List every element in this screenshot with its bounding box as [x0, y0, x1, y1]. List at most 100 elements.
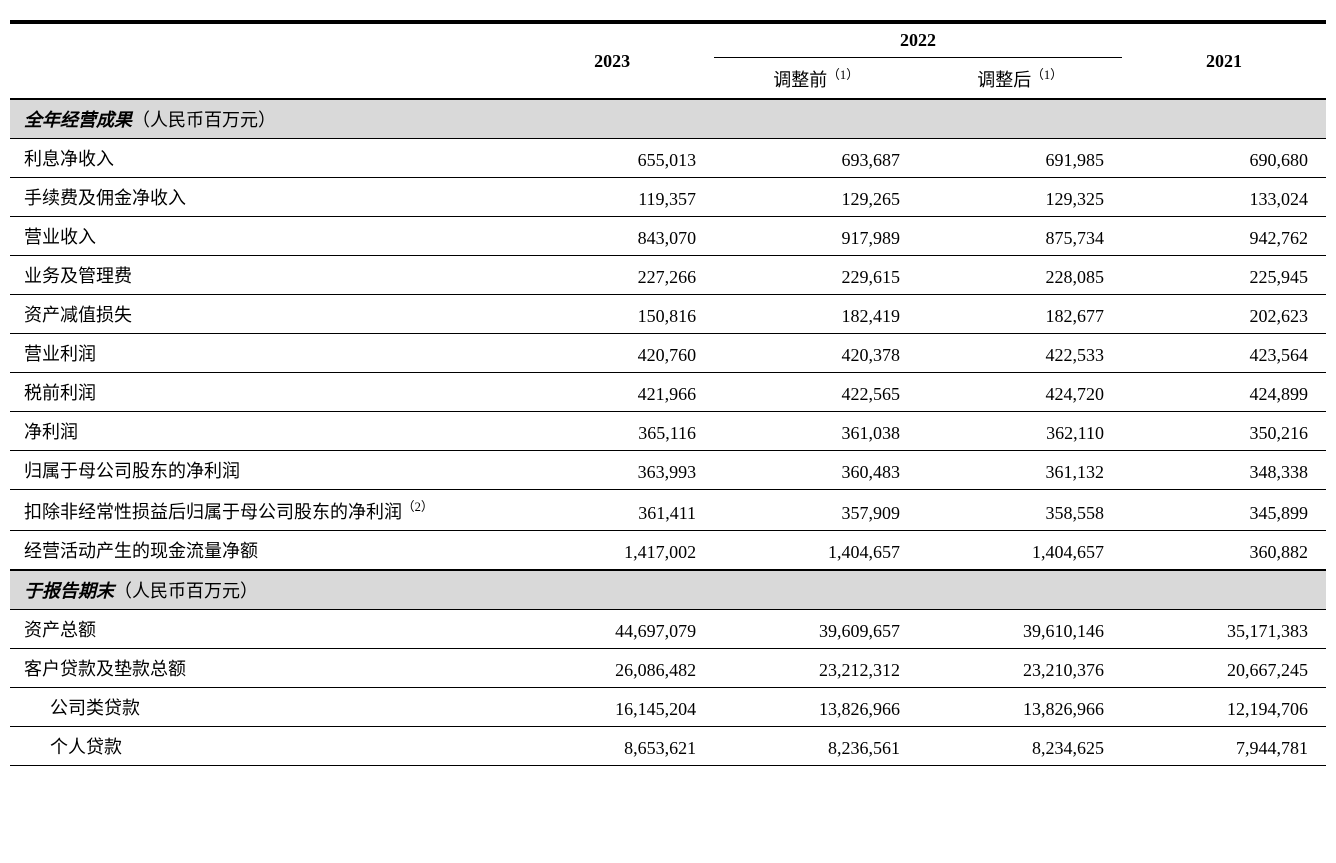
cell-value: 420,760 [510, 334, 714, 373]
header-blank [10, 23, 510, 58]
cell-value: 13,826,966 [918, 688, 1122, 727]
cell-value: 8,653,621 [510, 727, 714, 766]
row-label: 净利润 [10, 412, 510, 451]
cell-value: 129,265 [714, 178, 918, 217]
cell-value: 360,882 [1122, 531, 1326, 571]
table-row: 资产减值损失150,816182,419182,677202,623 [10, 295, 1326, 334]
section-header: 全年经营成果（人民币百万元） [10, 99, 1326, 139]
cell-value: 422,565 [714, 373, 918, 412]
row-label: 归属于母公司股东的净利润 [10, 451, 510, 490]
cell-value: 360,483 [714, 451, 918, 490]
row-label: 经营活动产生的现金流量净额 [10, 531, 510, 571]
cell-value: 23,212,312 [714, 649, 918, 688]
cell-value: 693,687 [714, 139, 918, 178]
row-label: 个人贷款 [10, 727, 510, 766]
section-title: 于报告期末 [24, 581, 114, 601]
table-row: 公司类贷款16,145,20413,826,96613,826,96612,19… [10, 688, 1326, 727]
row-label: 利息净收入 [10, 139, 510, 178]
cell-value: 1,417,002 [510, 531, 714, 571]
row-label: 客户贷款及垫款总额 [10, 649, 510, 688]
cell-value: 875,734 [918, 217, 1122, 256]
cell-value: 361,038 [714, 412, 918, 451]
section-header: 于报告期末（人民币百万元） [10, 570, 1326, 610]
col-2021: 2021 [1122, 23, 1326, 99]
col-2022-post: 调整后（1） [918, 58, 1122, 100]
row-label: 业务及管理费 [10, 256, 510, 295]
cell-value: 8,234,625 [918, 727, 1122, 766]
table-row: 营业利润420,760420,378422,533423,564 [10, 334, 1326, 373]
cell-value: 202,623 [1122, 295, 1326, 334]
col-2022-pre: 调整前（1） [714, 58, 918, 100]
cell-value: 13,826,966 [714, 688, 918, 727]
cell-value: 691,985 [918, 139, 1122, 178]
table-row: 营业收入843,070917,989875,734942,762 [10, 217, 1326, 256]
cell-value: 182,677 [918, 295, 1122, 334]
cell-value: 345,899 [1122, 490, 1326, 531]
cell-value: 129,325 [918, 178, 1122, 217]
cell-value: 362,110 [918, 412, 1122, 451]
cell-value: 917,989 [714, 217, 918, 256]
cell-value: 348,338 [1122, 451, 1326, 490]
cell-value: 1,404,657 [918, 531, 1122, 571]
cell-value: 227,266 [510, 256, 714, 295]
row-label: 手续费及佣金净收入 [10, 178, 510, 217]
cell-value: 690,680 [1122, 139, 1326, 178]
section-unit: （人民币百万元） [132, 110, 276, 130]
cell-value: 119,357 [510, 178, 714, 217]
table-row: 个人贷款8,653,6218,236,5618,234,6257,944,781 [10, 727, 1326, 766]
row-label: 营业收入 [10, 217, 510, 256]
table-row: 业务及管理费227,266229,615228,085225,945 [10, 256, 1326, 295]
col-2022: 2022 [714, 23, 1122, 58]
cell-value: 424,720 [918, 373, 1122, 412]
section-title: 全年经营成果 [24, 110, 132, 130]
cell-value: 365,116 [510, 412, 714, 451]
row-label: 资产总额 [10, 610, 510, 649]
cell-value: 39,609,657 [714, 610, 918, 649]
cell-value: 228,085 [918, 256, 1122, 295]
cell-value: 1,404,657 [714, 531, 918, 571]
cell-value: 361,132 [918, 451, 1122, 490]
row-label: 扣除非经常性损益后归属于母公司股东的净利润（2） [10, 490, 510, 531]
row-label: 公司类贷款 [10, 688, 510, 727]
cell-value: 26,086,482 [510, 649, 714, 688]
cell-value: 16,145,204 [510, 688, 714, 727]
cell-value: 358,558 [918, 490, 1122, 531]
cell-value: 422,533 [918, 334, 1122, 373]
table-row: 归属于母公司股东的净利润363,993360,483361,132348,338 [10, 451, 1326, 490]
row-label: 资产减值损失 [10, 295, 510, 334]
cell-value: 39,610,146 [918, 610, 1122, 649]
row-label: 营业利润 [10, 334, 510, 373]
table-row: 经营活动产生的现金流量净额1,417,0021,404,6571,404,657… [10, 531, 1326, 571]
cell-value: 350,216 [1122, 412, 1326, 451]
cell-value: 421,966 [510, 373, 714, 412]
table-row: 客户贷款及垫款总额26,086,48223,212,31223,210,3762… [10, 649, 1326, 688]
cell-value: 182,419 [714, 295, 918, 334]
cell-value: 424,899 [1122, 373, 1326, 412]
cell-value: 8,236,561 [714, 727, 918, 766]
table-row: 净利润365,116361,038362,110350,216 [10, 412, 1326, 451]
col-2023: 2023 [510, 23, 714, 99]
cell-value: 12,194,706 [1122, 688, 1326, 727]
cell-value: 20,667,245 [1122, 649, 1326, 688]
table-row: 资产总额44,697,07939,609,65739,610,14635,171… [10, 610, 1326, 649]
table-row: 扣除非经常性损益后归属于母公司股东的净利润（2）361,411357,90935… [10, 490, 1326, 531]
cell-value: 655,013 [510, 139, 714, 178]
cell-value: 225,945 [1122, 256, 1326, 295]
table-row: 税前利润421,966422,565424,720424,899 [10, 373, 1326, 412]
row-label: 税前利润 [10, 373, 510, 412]
cell-value: 7,944,781 [1122, 727, 1326, 766]
cell-value: 35,171,383 [1122, 610, 1326, 649]
cell-value: 229,615 [714, 256, 918, 295]
cell-value: 133,024 [1122, 178, 1326, 217]
cell-value: 423,564 [1122, 334, 1326, 373]
cell-value: 361,411 [510, 490, 714, 531]
cell-value: 420,378 [714, 334, 918, 373]
cell-value: 23,210,376 [918, 649, 1122, 688]
cell-value: 357,909 [714, 490, 918, 531]
financial-table: 2023 2022 2021 调整前（1） 调整后（1） 全年经营成果（人民币百… [10, 20, 1326, 766]
cell-value: 942,762 [1122, 217, 1326, 256]
cell-value: 44,697,079 [510, 610, 714, 649]
section-unit: （人民币百万元） [114, 581, 258, 601]
cell-value: 363,993 [510, 451, 714, 490]
table-row: 手续费及佣金净收入119,357129,265129,325133,024 [10, 178, 1326, 217]
